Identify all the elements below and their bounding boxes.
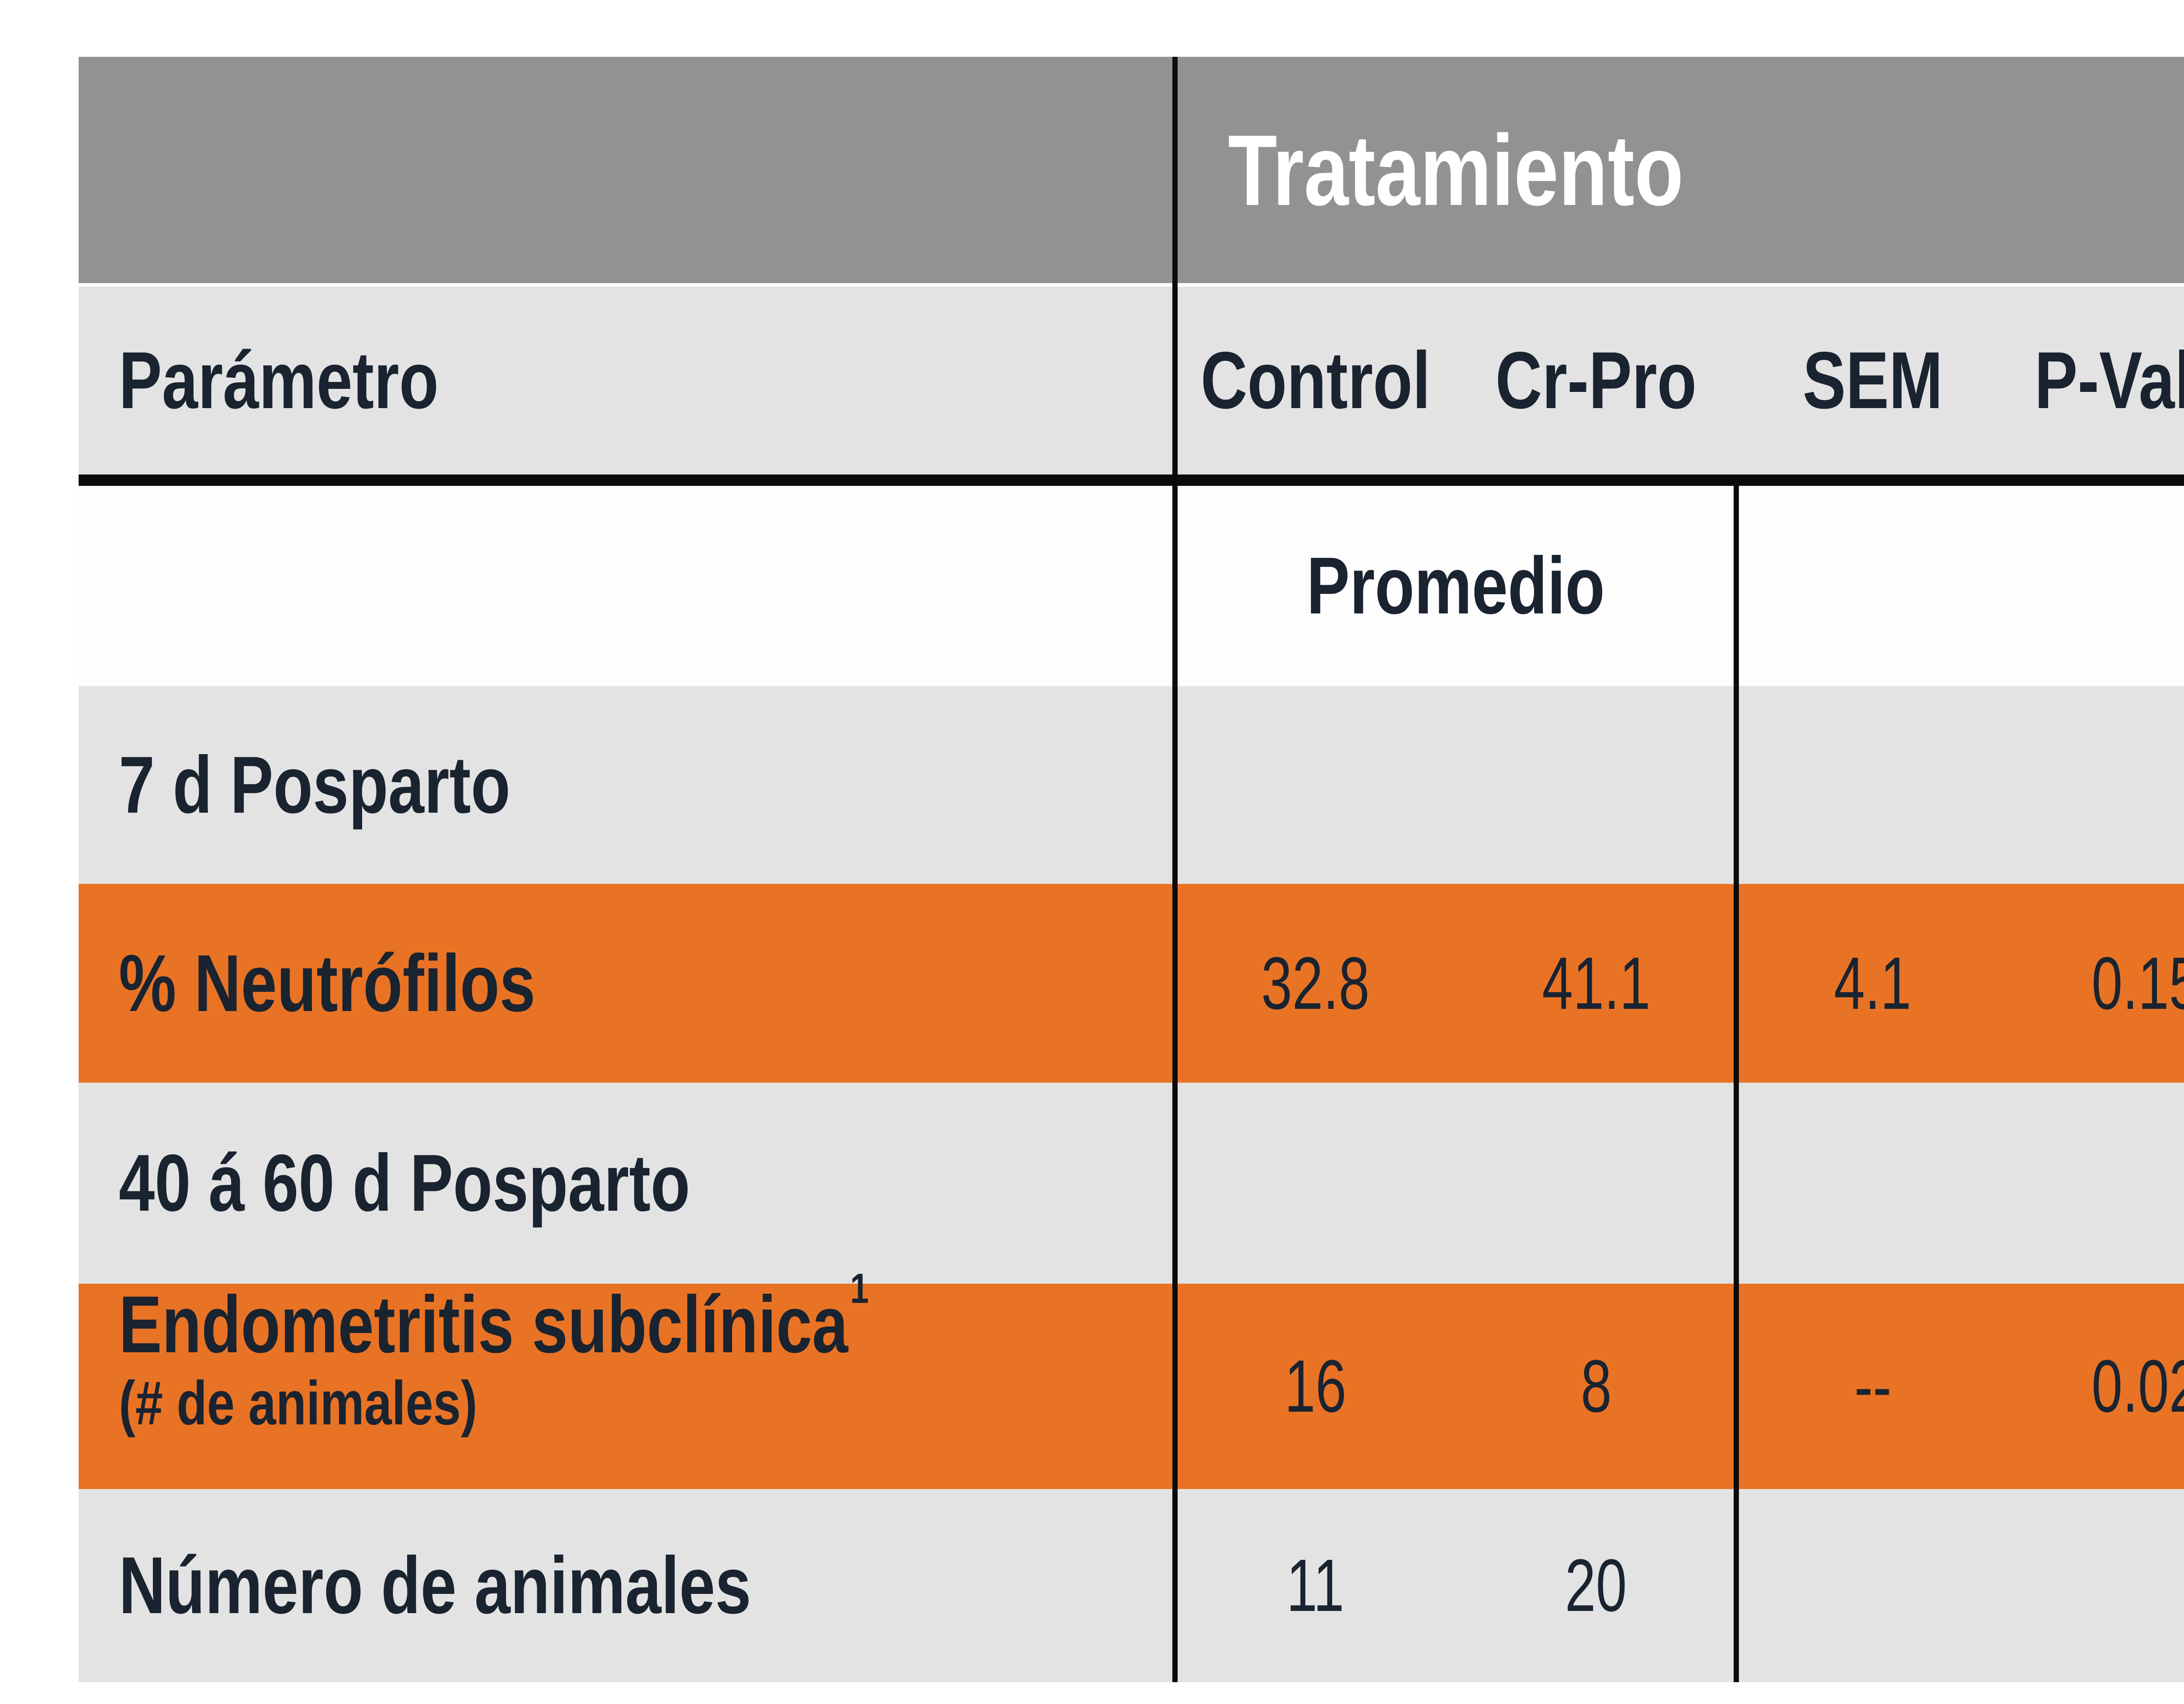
cell-value: 32.8 [1261, 942, 1370, 1025]
footnote-marker: 1 [850, 1265, 869, 1313]
column-header-sem: SEM [1736, 287, 2009, 474]
cell-control: 32.8 [1175, 884, 1456, 1083]
crpro-column-label: Cr-Pro [1495, 336, 1697, 426]
cell-sem: -- [1736, 1284, 2009, 1489]
cell-value: 0.15 [2091, 942, 2184, 1025]
vertical-divider-sem [1734, 474, 1739, 1682]
table-row: Número de animales 11 20 [79, 1489, 2184, 1682]
row-label: Número de animales [119, 1541, 751, 1631]
column-header-control: Control [1175, 287, 1456, 474]
cell-value: 8 [1580, 1345, 1612, 1428]
cell-value: 41.1 [1541, 942, 1651, 1025]
cell-pvalor: 0.15 [2009, 884, 2184, 1083]
column-header-crpro: Cr-Pro [1456, 287, 1736, 474]
treatment-header-cell: Tratamiento [1175, 57, 1736, 283]
cell-value: 20 [1565, 1544, 1627, 1627]
row-label: Endometritis subclínica [119, 1280, 848, 1370]
row-label-line2: (# de animales) [119, 1372, 567, 1434]
treatment-header-row: Tratamiento [79, 57, 2184, 283]
table-row: 40 á 60 d Posparto [79, 1083, 2184, 1284]
cell-value: -- [1854, 1345, 1891, 1428]
header-divider-rule [79, 474, 2184, 486]
cell-crpro: 20 [1456, 1489, 1736, 1682]
cell-control: 16 [1175, 1284, 1456, 1489]
row-label-cell: 7 d Posparto [79, 686, 1175, 884]
row-label-cell: Endometritis subclínica1 (# de animales) [79, 1268, 1175, 1489]
cell-crpro: 41.1 [1456, 884, 1736, 1083]
row-label-line1: Endometritis subclínica1 [119, 1268, 1056, 1366]
cell-value: 4.1 [1834, 942, 1912, 1025]
column-header-pvalor: P-Valor [2009, 287, 2184, 474]
cell-crpro: 8 [1456, 1284, 1736, 1489]
row-label-cell: Número de animales [79, 1489, 1175, 1682]
row-label: 40 á 60 d Posparto [119, 1138, 690, 1228]
table-row: % Neutrófilos 32.8 41.1 4.1 0.15 [79, 884, 2184, 1083]
average-subheader-row: Promedio [79, 486, 2184, 686]
row-label: % Neutrófilos [119, 938, 536, 1029]
vertical-divider-parameter [1172, 57, 1178, 1682]
sem-column-label: SEM [1803, 336, 1943, 426]
average-subheader-cell: Promedio [1175, 486, 1736, 686]
row-label-cell: 40 á 60 d Posparto [79, 1083, 1175, 1284]
table-row: Endometritis subclínica1 (# de animales)… [79, 1268, 2184, 1489]
cell-value: 0.02 [2091, 1345, 2184, 1428]
treatment-header-label: Tratamiento [1228, 114, 1683, 226]
average-subheader-label: Promedio [1306, 541, 1605, 631]
parameter-header-label: Parámetro [119, 336, 439, 426]
results-table: Tratamiento Parámetro Control Cr-Pro SEM… [79, 57, 2184, 1682]
cell-sem: 4.1 [1736, 884, 2009, 1083]
pvalor-column-label: P-Valor [2034, 336, 2184, 426]
cell-control: 11 [1175, 1489, 1456, 1682]
control-column-label: Control [1200, 336, 1431, 426]
row-sublabel: (# de animales) [119, 1368, 477, 1438]
cell-value: 11 [1286, 1544, 1344, 1627]
table-row: 7 d Posparto [79, 686, 2184, 884]
column-header-row: Parámetro Control Cr-Pro SEM P-Valor [79, 287, 2184, 474]
parameter-header-cell: Parámetro [79, 287, 1175, 474]
cell-pvalor: 0.02 [2009, 1284, 2184, 1489]
row-label: 7 d Posparto [119, 740, 511, 830]
row-label-cell: % Neutrófilos [79, 884, 1175, 1083]
cell-value: 16 [1284, 1345, 1347, 1428]
